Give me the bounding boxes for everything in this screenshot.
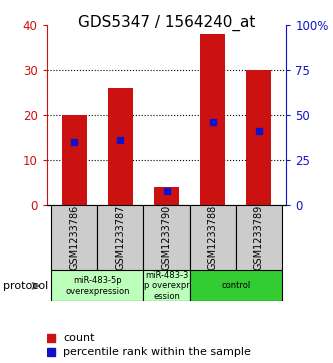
Text: percentile rank within the sample: percentile rank within the sample [63,347,251,357]
Bar [154,187,179,205]
FancyBboxPatch shape [144,270,189,301]
Text: GSM1233786: GSM1233786 [69,205,79,270]
FancyBboxPatch shape [51,205,97,270]
FancyBboxPatch shape [144,205,189,270]
Text: GSM1233789: GSM1233789 [254,205,264,270]
Text: protocol: protocol [3,281,49,291]
Bar [62,115,87,205]
Text: GSM1233790: GSM1233790 [162,205,171,270]
Text: control: control [221,281,250,290]
FancyBboxPatch shape [189,270,282,301]
Bar [246,70,271,205]
Text: GDS5347 / 1564240_at: GDS5347 / 1564240_at [78,15,255,31]
Text: GSM1233787: GSM1233787 [116,205,126,270]
FancyBboxPatch shape [189,205,236,270]
FancyBboxPatch shape [51,270,144,301]
Bar [108,88,133,205]
Text: miR-483-5p
overexpression: miR-483-5p overexpression [65,276,130,295]
FancyBboxPatch shape [97,205,144,270]
Text: GSM1233788: GSM1233788 [207,205,217,270]
Bar [200,34,225,205]
Text: miR-483-3
p overexpr
ession: miR-483-3 p overexpr ession [144,271,189,301]
Text: count: count [63,333,95,343]
FancyBboxPatch shape [236,205,282,270]
